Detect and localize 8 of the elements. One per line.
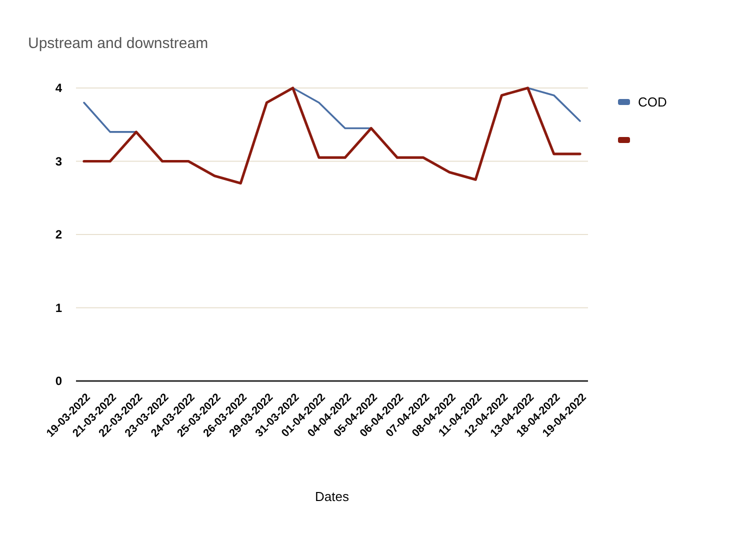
legend-label: COD <box>638 94 667 110</box>
y-tick-label: 3 <box>55 154 62 168</box>
chart-title: Upstream and downstream <box>28 35 208 52</box>
y-tick-label: 2 <box>55 228 62 242</box>
x-axis-title: Dates <box>315 489 350 504</box>
y-tick-label: 0 <box>55 374 62 388</box>
y-tick-label: 1 <box>55 300 62 315</box>
y-tick-label: 4 <box>55 81 62 96</box>
